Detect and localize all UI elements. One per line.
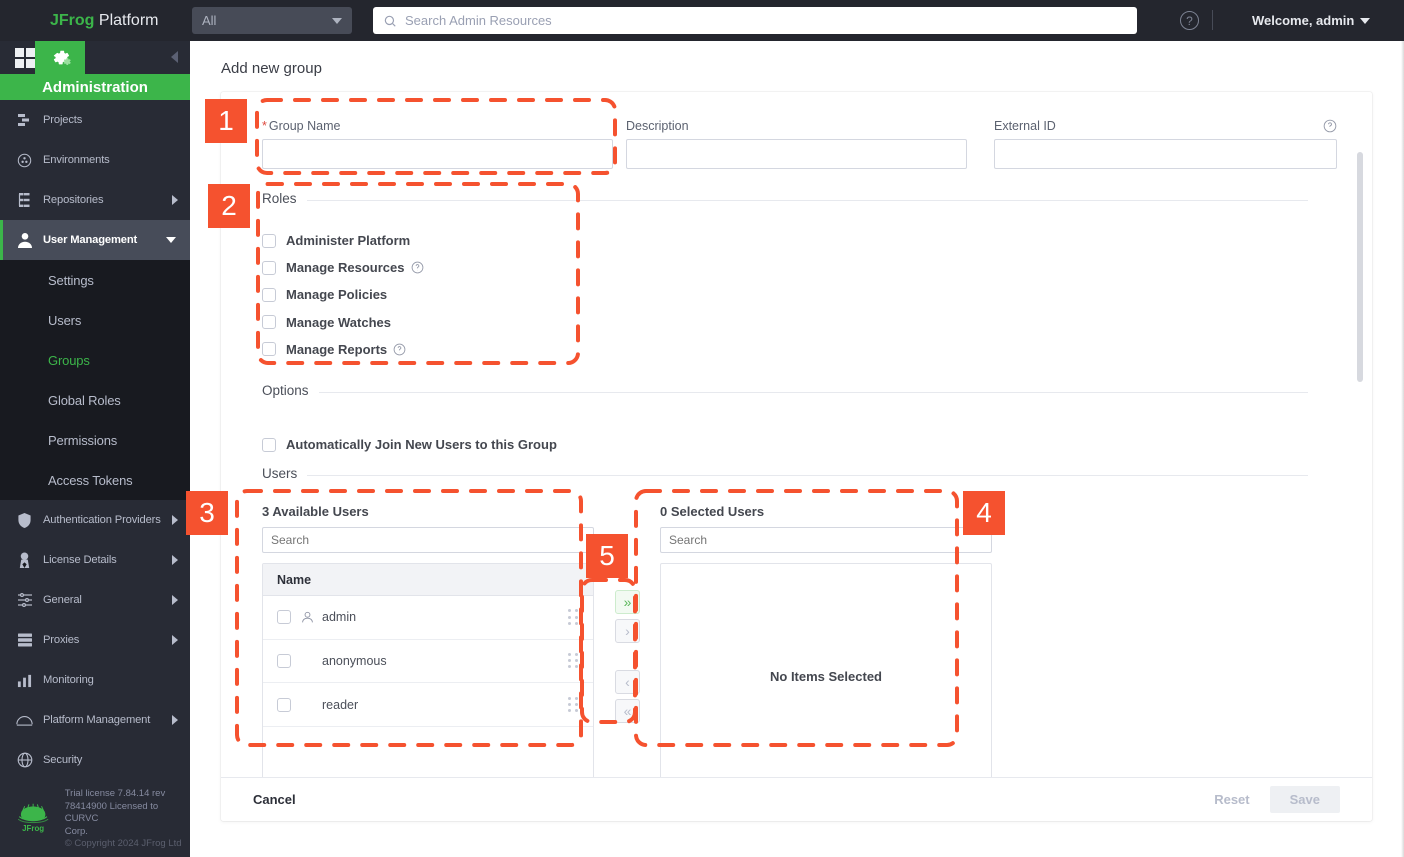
svg-text:JFrog: JFrog bbox=[22, 824, 44, 833]
